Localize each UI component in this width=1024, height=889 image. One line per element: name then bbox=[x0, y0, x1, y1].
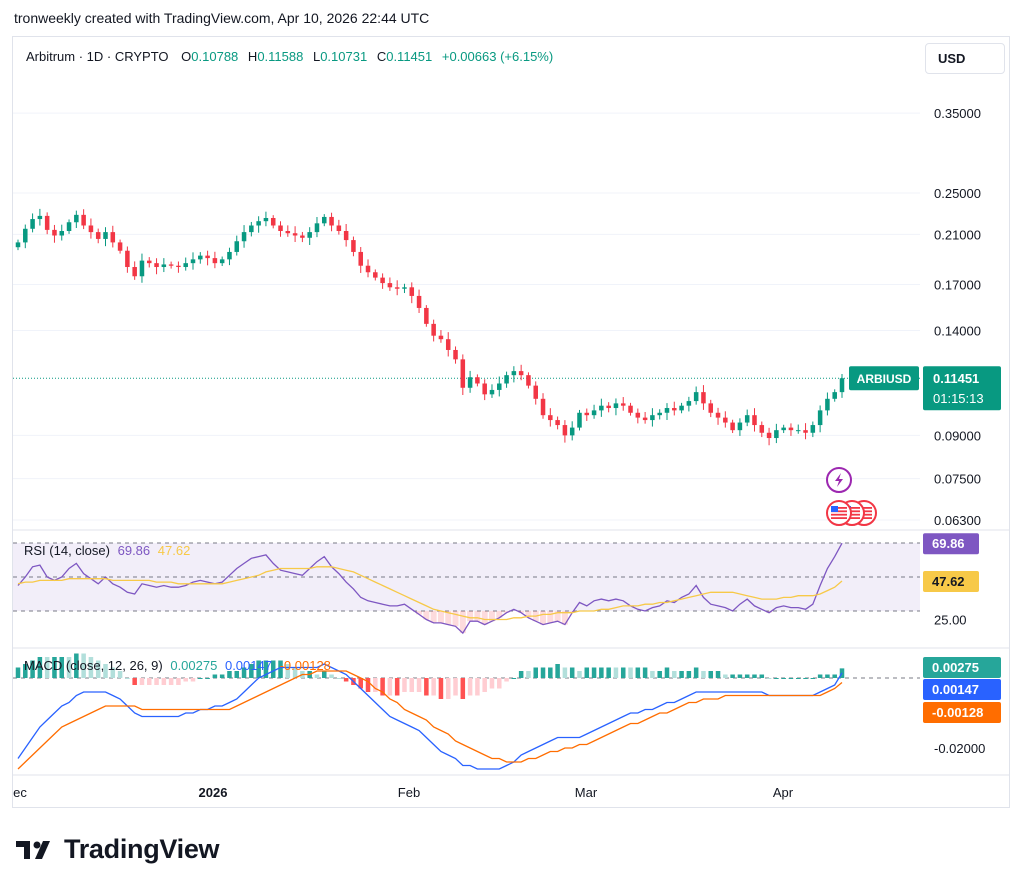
change-value: +0.00663 (+6.15%) bbox=[441, 49, 554, 64]
rsi-value: 69.86 bbox=[117, 543, 151, 558]
tradingview-logo-icon bbox=[16, 840, 50, 859]
symbol-legend[interactable]: Arbitrum · 1D · CRYPTO O0.10788 H0.11588… bbox=[26, 49, 553, 64]
macd-signal-value: -0.00128 bbox=[279, 658, 331, 673]
macd-legend[interactable]: MACD (close, 12, 26, 9) 0.00275 0.00147 … bbox=[24, 658, 331, 673]
rsi-title: RSI (14, close) bbox=[24, 543, 110, 558]
chart-caption: tronweekly created with TradingView.com,… bbox=[14, 10, 430, 26]
high-value: 0.11588 bbox=[257, 49, 304, 64]
high-label: H bbox=[247, 49, 258, 64]
tradingview-wordmark: TradingView bbox=[64, 834, 220, 864]
macd-line-value: 0.00147 bbox=[224, 658, 272, 673]
close-label: C bbox=[376, 49, 387, 64]
symbol-title: Arbitrum · 1D · CRYPTO bbox=[26, 49, 169, 64]
rsi-ma-value: 47.62 bbox=[157, 543, 191, 558]
close-value: 0.11451 bbox=[386, 49, 433, 64]
rsi-legend[interactable]: RSI (14, close) 69.86 47.62 bbox=[24, 543, 190, 558]
open-label: O bbox=[181, 49, 192, 64]
chart-frame[interactable] bbox=[12, 36, 1010, 808]
low-value: 0.10731 bbox=[320, 49, 368, 64]
macd-title: MACD (close, 12, 26, 9) bbox=[24, 658, 163, 673]
low-label: L bbox=[312, 49, 321, 64]
macd-hist-value: 0.00275 bbox=[170, 658, 218, 673]
tradingview-logo[interactable]: TradingView bbox=[16, 834, 220, 865]
open-value: 0.10788 bbox=[191, 49, 239, 64]
currency-button[interactable]: USD bbox=[925, 43, 1005, 74]
